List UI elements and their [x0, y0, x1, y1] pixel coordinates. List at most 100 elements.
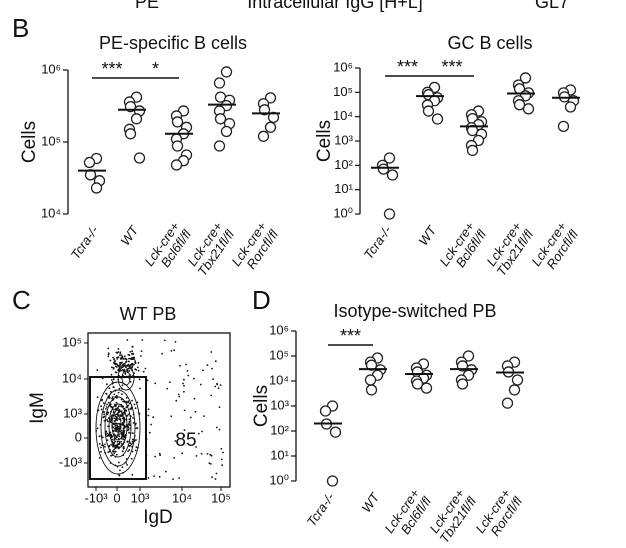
x-tick-label: WT	[117, 222, 141, 248]
header-label: GL7	[535, 0, 569, 12]
data-point	[365, 384, 378, 396]
flow-event	[130, 457, 133, 460]
flow-event	[110, 433, 113, 436]
data-point	[258, 104, 271, 116]
flow-event	[220, 458, 223, 461]
flow-event	[173, 349, 176, 352]
flow-event	[137, 369, 140, 372]
gate-percent: 85	[175, 430, 196, 451]
flow-event	[112, 378, 115, 381]
flow-event	[125, 397, 128, 399]
flow-event	[108, 387, 111, 390]
y-tick-label: 10³	[270, 397, 289, 412]
flow-event	[115, 422, 118, 425]
y-tick-label: 10³	[334, 132, 353, 147]
flow-event	[119, 354, 121, 357]
flow-event	[101, 399, 103, 402]
data-point	[364, 374, 377, 386]
flow-event	[116, 352, 119, 354]
flow-event	[193, 397, 196, 400]
flow-event	[116, 424, 119, 427]
flow-event	[131, 399, 134, 402]
flow-event	[117, 364, 119, 367]
flow-event	[148, 431, 151, 434]
flow-event	[128, 449, 131, 451]
flow-event	[211, 367, 214, 370]
flow-event	[96, 427, 99, 430]
flow-event	[118, 411, 120, 413]
flow-event	[112, 408, 115, 411]
flow-event	[123, 436, 126, 438]
data-point	[365, 359, 378, 371]
flow-event	[118, 387, 121, 390]
data-point	[213, 77, 226, 89]
flow-event	[153, 475, 156, 477]
flow-event	[202, 369, 204, 372]
flow-event	[115, 436, 118, 439]
flow-event	[177, 393, 180, 396]
flow-event	[122, 400, 124, 403]
data-point	[124, 128, 137, 140]
x-tick-label: WT	[358, 489, 382, 515]
y-tick-label: 10⁶	[41, 61, 61, 76]
flow-event	[183, 409, 186, 412]
flow-event	[214, 478, 217, 480]
flow-event	[113, 450, 115, 453]
flow-event	[116, 440, 119, 443]
data-point	[377, 163, 390, 175]
x-tick-label: 10⁵	[211, 490, 231, 505]
flow-event	[104, 408, 107, 410]
x-tick-label: WT	[415, 222, 439, 248]
flow-event	[126, 401, 128, 404]
flow-event	[135, 427, 138, 430]
flow-event	[128, 418, 131, 421]
panel-label: C	[12, 285, 31, 315]
x-axis-label: IgD	[143, 507, 173, 528]
flow-event	[219, 384, 222, 386]
flow-event	[121, 437, 123, 440]
flow-event	[120, 429, 123, 432]
flow-event	[126, 339, 129, 341]
flow-event	[150, 423, 153, 426]
flow-event	[216, 383, 219, 386]
flow-event	[121, 369, 124, 371]
flow-event	[140, 350, 143, 352]
flow-event	[109, 403, 112, 406]
flow-event	[104, 443, 106, 446]
flow-event	[147, 408, 150, 411]
flow-event	[117, 406, 119, 409]
flow-event	[128, 431, 130, 434]
y-tick-label: 10⁰	[269, 472, 289, 487]
flow-event	[117, 348, 120, 350]
flow-event	[119, 423, 121, 426]
flow-event	[200, 452, 203, 455]
flow-event	[127, 450, 129, 453]
flow-event	[111, 366, 113, 369]
significance-label: ***	[441, 57, 462, 77]
flow-event	[175, 399, 178, 402]
data-point	[466, 144, 479, 157]
y-tick-label: 10²	[334, 157, 353, 172]
flow-event	[111, 396, 114, 398]
flow-event	[134, 360, 137, 362]
flow-event	[210, 394, 213, 397]
significance-label: ***	[340, 326, 361, 346]
data-point	[511, 374, 524, 386]
flow-event	[140, 355, 142, 357]
flow-event	[211, 476, 214, 479]
flow-event	[107, 352, 110, 355]
flow-event	[164, 470, 167, 473]
flow-event	[141, 339, 144, 341]
flow-event	[121, 450, 124, 453]
flow-event	[112, 441, 115, 444]
flow-event	[123, 447, 125, 450]
flow-event	[112, 362, 115, 364]
flow-event	[115, 401, 118, 404]
significance-label: ***	[397, 57, 418, 77]
flow-event	[111, 397, 113, 400]
flow-event	[221, 464, 224, 467]
flow-event	[130, 443, 133, 446]
flow-event	[123, 362, 126, 365]
flow-event	[106, 432, 109, 435]
flow-events	[95, 339, 225, 480]
